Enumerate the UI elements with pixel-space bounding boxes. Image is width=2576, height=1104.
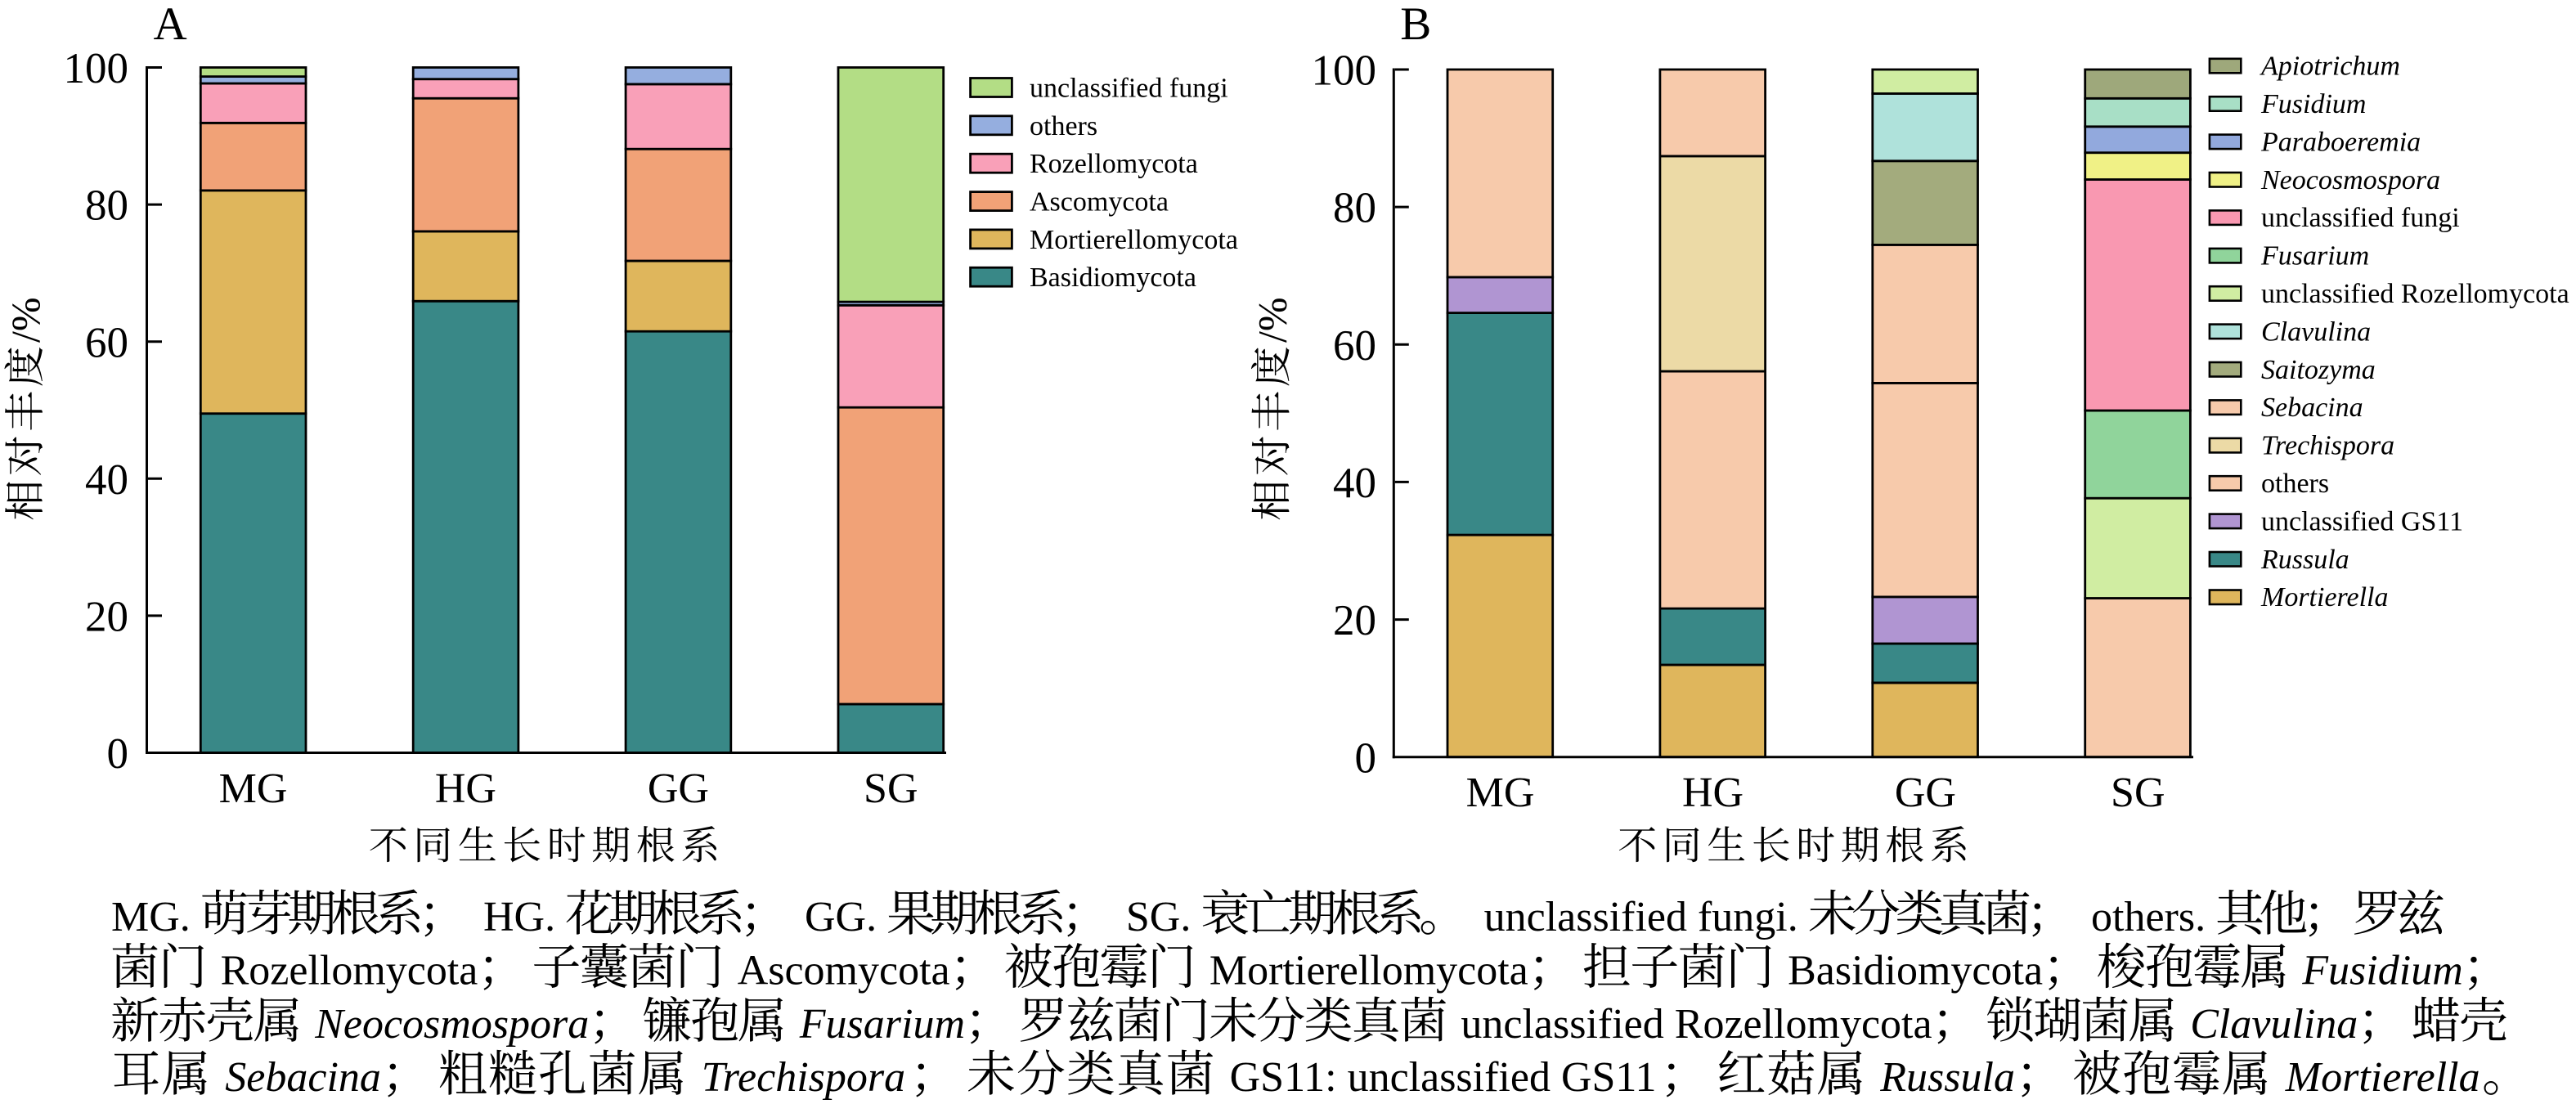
svg-text:0: 0 — [1355, 734, 1377, 782]
svg-text:Fusarium: Fusarium — [799, 1001, 965, 1048]
svg-text:Ascomycota: Ascomycota — [738, 947, 950, 994]
svg-text:100: 100 — [64, 45, 129, 92]
svg-text:A: A — [154, 0, 187, 50]
svg-text:40: 40 — [1333, 460, 1376, 507]
svg-text:unclassified fungi: unclassified fungi — [1030, 74, 1228, 104]
svg-text:Saitozyma: Saitozyma — [2261, 355, 2376, 385]
svg-text:20: 20 — [85, 594, 128, 641]
svg-text:HG.: HG. — [483, 894, 555, 940]
svg-text:Apiotrichum: Apiotrichum — [2260, 52, 2400, 82]
svg-text:Sebacina: Sebacina — [2261, 393, 2363, 423]
svg-text:Fusidium: Fusidium — [2301, 947, 2462, 994]
svg-text:others.: others. — [2091, 894, 2206, 940]
svg-text:60: 60 — [1333, 322, 1376, 370]
svg-text:unclassified fungi: unclassified fungi — [2261, 203, 2460, 233]
svg-text:GS11: unclassified GS11: GS11: unclassified GS11 — [1230, 1054, 1657, 1101]
svg-text:Paraboeremia: Paraboeremia — [2260, 127, 2421, 157]
svg-text:unclassified Rozellomycota: unclassified Rozellomycota — [2261, 279, 2569, 309]
svg-text:Basidiomycota: Basidiomycota — [1788, 947, 2043, 994]
svg-text:Mortierellomycota: Mortierellomycota — [1209, 947, 1528, 994]
svg-text:Basidiomycota: Basidiomycota — [1030, 263, 1196, 293]
svg-text:80: 80 — [85, 182, 128, 230]
svg-text:SG: SG — [2111, 770, 2165, 816]
svg-text:Mortierella: Mortierella — [2285, 1054, 2480, 1101]
svg-text:others: others — [1030, 111, 1097, 141]
svg-text:Clavulina: Clavulina — [2261, 316, 2371, 347]
svg-text:unclassified GS11: unclassified GS11 — [2261, 506, 2463, 536]
svg-text:40: 40 — [85, 456, 128, 504]
svg-text:Mortierella: Mortierella — [2260, 582, 2389, 613]
svg-text:Russula: Russula — [1879, 1054, 2015, 1101]
svg-text:GG.: GG. — [805, 894, 877, 940]
svg-text:MG.: MG. — [111, 894, 191, 940]
svg-text:100: 100 — [1312, 47, 1377, 95]
svg-text:GG: GG — [1895, 770, 1956, 816]
svg-text:Rozellomycota: Rozellomycota — [221, 947, 478, 994]
svg-text:Neocosmospora: Neocosmospora — [314, 1001, 589, 1048]
svg-text:Russula: Russula — [2260, 545, 2349, 575]
svg-text:Rozellomycota: Rozellomycota — [1030, 149, 1198, 179]
svg-text:others: others — [2261, 469, 2329, 499]
svg-text:unclassified Rozellomycota: unclassified Rozellomycota — [1461, 1001, 1932, 1048]
svg-text:80: 80 — [1333, 185, 1376, 232]
svg-text:unclassified fungi.: unclassified fungi. — [1484, 894, 1798, 940]
svg-text:60: 60 — [85, 319, 128, 366]
svg-text:Neocosmospora: Neocosmospora — [2260, 165, 2440, 195]
svg-text:GG: GG — [648, 765, 709, 812]
svg-text:/%: /% — [1250, 297, 1295, 343]
svg-text:SG.: SG. — [1126, 894, 1191, 940]
svg-text:Sebacina: Sebacina — [225, 1054, 381, 1101]
svg-text:Mortierellomycota: Mortierellomycota — [1030, 225, 1238, 255]
svg-text:0: 0 — [107, 730, 129, 778]
svg-text:/%: /% — [2, 297, 48, 343]
svg-text:Trechispora: Trechispora — [2261, 431, 2394, 461]
svg-text:SG: SG — [864, 765, 918, 812]
svg-text:20: 20 — [1333, 597, 1376, 644]
svg-text:HG: HG — [435, 765, 496, 812]
svg-text:MG: MG — [1466, 770, 1535, 816]
svg-text:MG: MG — [219, 765, 288, 812]
svg-text:HG: HG — [1682, 770, 1744, 816]
svg-text:Fusarium: Fusarium — [2260, 241, 2369, 272]
svg-text:Fusidium: Fusidium — [2260, 89, 2366, 119]
svg-text:Trechispora: Trechispora — [702, 1054, 905, 1101]
svg-text:Clavulina: Clavulina — [2190, 1001, 2358, 1048]
svg-text:Ascomycota: Ascomycota — [1030, 187, 1169, 218]
svg-text:B: B — [1400, 0, 1431, 50]
